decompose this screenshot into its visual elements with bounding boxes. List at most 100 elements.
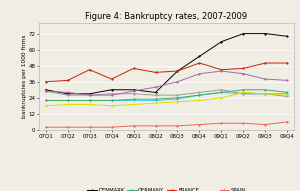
FINLAND — [176, 98, 179, 100]
NETHERLANDS — [132, 103, 135, 106]
NETHERLANDS — [198, 99, 201, 102]
NETHERLANDS — [154, 102, 157, 104]
SWEDEN — [220, 89, 223, 91]
UK — [264, 78, 267, 80]
SWEDEN — [242, 93, 245, 95]
SWEDEN — [154, 94, 157, 96]
GERMANY — [176, 97, 179, 99]
Line: DENMARK: DENMARK — [45, 33, 288, 95]
FINLAND — [154, 99, 157, 102]
UK — [132, 90, 135, 92]
UK — [176, 81, 179, 83]
SWEDEN — [132, 93, 135, 95]
FINLAND — [88, 99, 92, 102]
SPAIN — [154, 125, 157, 127]
SWEDEN — [44, 90, 47, 92]
GERMANY — [44, 99, 47, 102]
NETHERLANDS — [110, 105, 113, 107]
Y-axis label: bankruptcies per 1000 firms: bankruptcies per 1000 firms — [22, 35, 27, 118]
UK — [154, 86, 157, 88]
Title: Figure 4: Bankruptcy rates, 2007-2009: Figure 4: Bankruptcy rates, 2007-2009 — [85, 12, 248, 21]
FINLAND — [44, 99, 47, 102]
Legend: DENMARK, FINLAND, GERMANY, SWEDEN, FRANCE, NETHERLANDS, SPAIN, UK: DENMARK, FINLAND, GERMANY, SWEDEN, FRANC… — [87, 188, 246, 191]
NETHERLANDS — [220, 97, 223, 99]
FINLAND — [132, 99, 135, 102]
GERMANY — [286, 91, 289, 94]
GERMANY — [220, 91, 223, 94]
SWEDEN — [66, 94, 69, 96]
GERMANY — [88, 99, 92, 102]
UK — [286, 79, 289, 82]
FRANCE — [44, 81, 47, 83]
UK — [44, 90, 47, 92]
UK — [220, 70, 223, 72]
GERMANY — [110, 99, 113, 102]
UK — [110, 94, 113, 96]
GERMANY — [66, 99, 69, 102]
SPAIN — [66, 126, 69, 128]
SPAIN — [88, 126, 92, 128]
GERMANY — [242, 89, 245, 91]
FRANCE — [198, 62, 201, 64]
SPAIN — [264, 123, 267, 126]
SWEDEN — [264, 93, 267, 95]
Line: FINLAND: FINLAND — [45, 92, 288, 101]
DENMARK — [110, 89, 113, 91]
SPAIN — [198, 123, 201, 126]
FINLAND — [264, 93, 267, 95]
NETHERLANDS — [88, 103, 92, 106]
FRANCE — [242, 67, 245, 70]
FRANCE — [176, 70, 179, 72]
DENMARK — [242, 32, 245, 35]
NETHERLANDS — [66, 103, 69, 106]
NETHERLANDS — [242, 91, 245, 94]
DENMARK — [198, 55, 201, 57]
DENMARK — [44, 89, 47, 91]
NETHERLANDS — [44, 105, 47, 107]
FRANCE — [88, 69, 92, 71]
NETHERLANDS — [286, 94, 289, 96]
FRANCE — [154, 71, 157, 74]
SPAIN — [110, 126, 113, 128]
FINLAND — [220, 91, 223, 94]
FRANCE — [264, 62, 267, 64]
GERMANY — [264, 89, 267, 91]
FRANCE — [110, 78, 113, 80]
Line: NETHERLANDS: NETHERLANDS — [45, 92, 288, 107]
Line: SPAIN: SPAIN — [45, 121, 288, 128]
GERMANY — [132, 98, 135, 100]
DENMARK — [154, 91, 157, 94]
UK — [198, 73, 201, 75]
FINLAND — [110, 99, 113, 102]
FRANCE — [286, 62, 289, 64]
UK — [242, 73, 245, 75]
SWEDEN — [176, 94, 179, 96]
Line: UK: UK — [45, 70, 288, 96]
DENMARK — [132, 89, 135, 91]
DENMARK — [176, 70, 179, 72]
FINLAND — [198, 94, 201, 96]
UK — [88, 94, 92, 96]
FINLAND — [286, 93, 289, 95]
GERMANY — [198, 94, 201, 96]
NETHERLANDS — [176, 101, 179, 103]
Line: FRANCE: FRANCE — [45, 62, 288, 83]
DENMARK — [88, 93, 92, 95]
SPAIN — [44, 126, 47, 128]
Line: GERMANY: GERMANY — [45, 89, 288, 101]
SPAIN — [242, 122, 245, 124]
SWEDEN — [286, 95, 289, 98]
FINLAND — [66, 99, 69, 102]
DENMARK — [264, 32, 267, 35]
SPAIN — [176, 125, 179, 127]
UK — [66, 91, 69, 94]
DENMARK — [66, 93, 69, 95]
SPAIN — [286, 121, 289, 123]
GERMANY — [154, 98, 157, 100]
FRANCE — [220, 69, 223, 71]
NETHERLANDS — [264, 93, 267, 95]
SWEDEN — [110, 93, 113, 95]
SWEDEN — [88, 94, 92, 96]
FRANCE — [132, 67, 135, 70]
DENMARK — [220, 40, 223, 43]
